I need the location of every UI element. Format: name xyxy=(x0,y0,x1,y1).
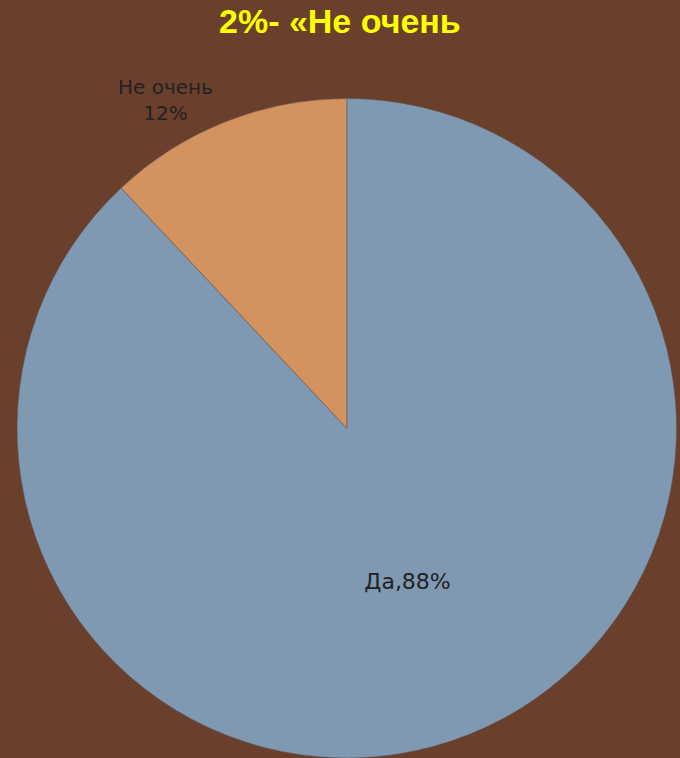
svg-text:2%- «Не очень: 2%- «Не очень xyxy=(219,2,461,40)
svg-text:Не очень12%: Не очень12% xyxy=(118,75,213,125)
svg-text:Да,88%: Да,88% xyxy=(364,569,451,594)
